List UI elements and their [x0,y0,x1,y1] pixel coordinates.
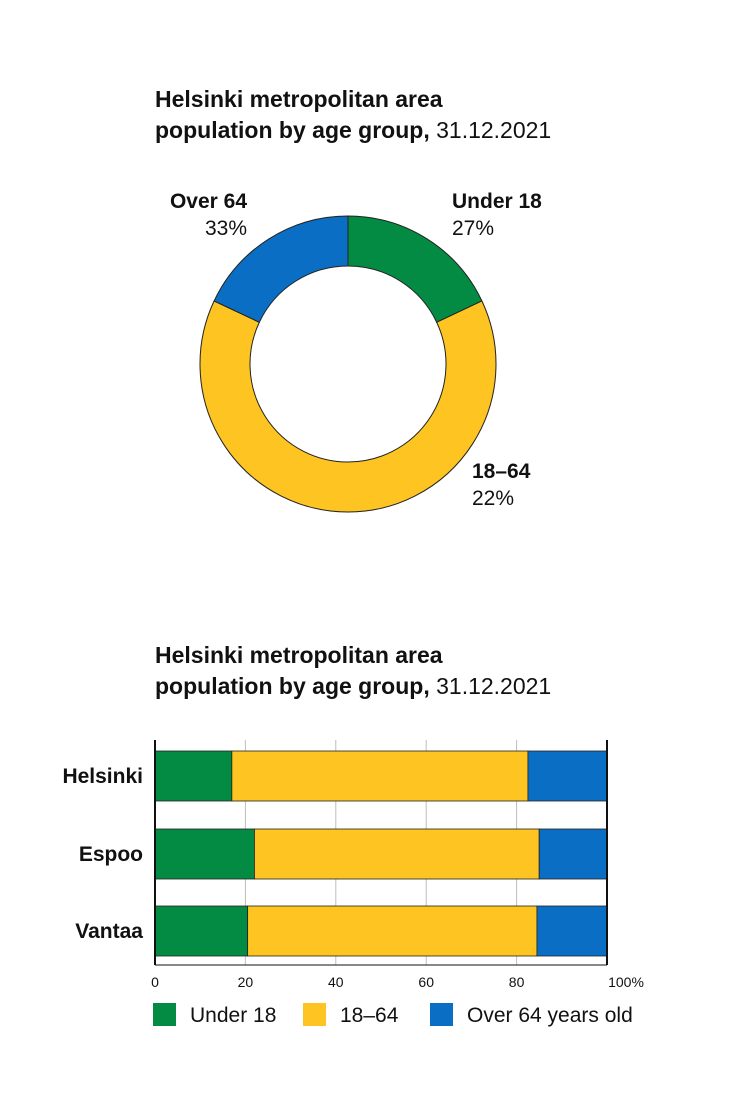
bar-helsinki-under-18 [154,750,233,802]
x-tick-label-60: 60 [418,974,434,990]
category-label-vantaa: Vantaa [75,920,143,943]
donut-value-18-64: 22% [472,487,514,510]
x-tick-label-100: 100% [608,974,644,990]
bar-helsinki-18-64 [231,750,529,802]
bar-espoo-18-64 [254,828,540,880]
bar-chart-title: Helsinki metropolitan area population by… [155,640,551,702]
donut-title-line2: population by age group, [155,117,430,143]
category-label-espoo: Espoo [79,843,143,866]
donut-slice-18-64 [199,300,497,513]
bar-title-line2: population by age group, [155,673,430,699]
bar-title-date: 31.12.2021 [436,673,552,699]
bar-espoo-under-18 [154,828,255,880]
bar-title-line1: Helsinki metropolitan area [155,642,443,668]
donut-title-date: 31.12.2021 [436,117,552,143]
bar-vantaa-under-18 [154,905,249,957]
bar-espoo-over-64-years-old [538,828,608,880]
legend-label-18-64: 18–64 [340,1004,399,1027]
x-tick-label-80: 80 [509,974,525,990]
legend-swatch-over-64-years-old [430,1003,453,1026]
donut-label-under-18: Under 18 [452,190,542,213]
bar-vantaa-18-64 [247,905,538,957]
donut-value-under-18: 27% [452,217,494,240]
x-tick-label-0: 0 [151,974,159,990]
donut-chart-title: Helsinki metropolitan area population by… [155,84,551,146]
x-tick-label-20: 20 [238,974,254,990]
donut-label-18-64: 18–64 [472,460,531,483]
bar-helsinki-over-64-years-old [527,750,608,802]
legend-swatch-under-18 [153,1003,176,1026]
legend-swatch-18-64 [303,1003,326,1026]
donut-chart: Under 18 27% 18–64 22% Over 64 33% [170,190,542,513]
donut-slice-over-64 [213,215,349,323]
donut-title-line1: Helsinki metropolitan area [155,86,443,112]
legend-label-over-64-years-old: Over 64 years old [467,1004,633,1027]
legend-label-under-18: Under 18 [190,1004,276,1027]
bar-vantaa-over-64-years-old [536,905,608,957]
x-tick-label-40: 40 [328,974,344,990]
category-label-helsinki: Helsinki [62,765,143,788]
donut-value-over-64: 33% [205,217,247,240]
donut-label-over-64: Over 64 [170,190,247,213]
